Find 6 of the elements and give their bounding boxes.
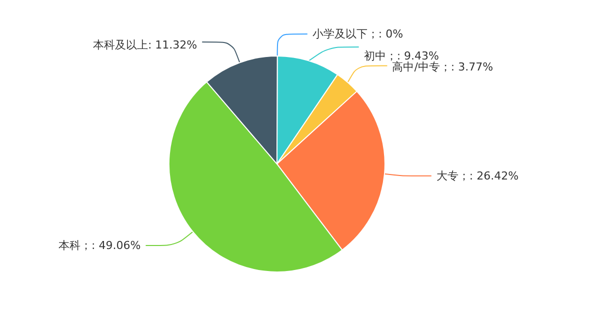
category-label: 小学及以下；: 0% [312, 27, 404, 40]
slice-label: 大专；: 26.42% [436, 169, 519, 182]
slice-label: 初中；: 9.43% [364, 49, 439, 62]
slice-label: 高中/中专；: 3.77% [392, 60, 494, 74]
slice-label: 本科；: 49.06% [58, 239, 141, 252]
slice-label: 本科及以上: 11.32% [92, 38, 198, 52]
